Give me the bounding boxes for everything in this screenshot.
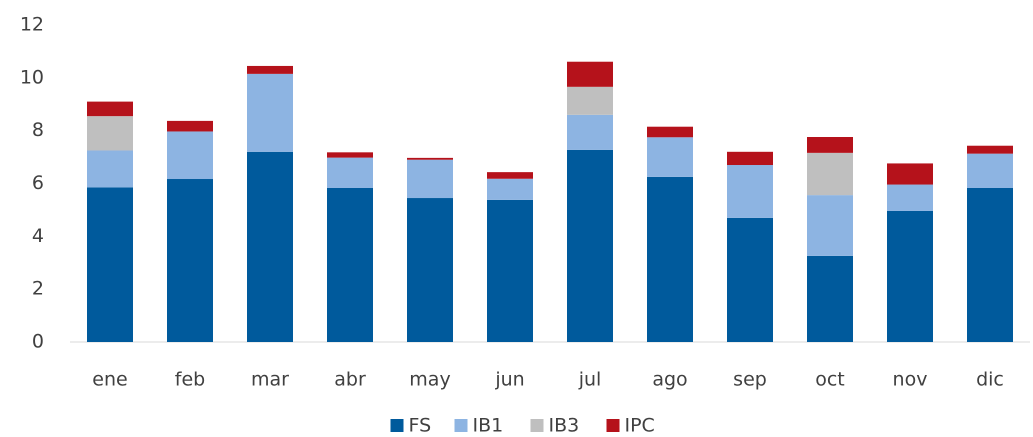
bar-segment xyxy=(967,187,1013,342)
bar-segment xyxy=(407,157,453,160)
legend-swatch xyxy=(606,419,620,432)
legend-swatch xyxy=(454,419,468,432)
y-tick-label: 12 xyxy=(20,14,44,36)
bar-segment xyxy=(87,101,133,117)
bar-segment xyxy=(247,73,293,152)
legend-label: IB1 xyxy=(473,415,504,437)
legend-swatch xyxy=(530,419,544,432)
y-tick-label: 6 xyxy=(32,172,44,194)
bar-segment xyxy=(87,187,133,342)
bar-segment xyxy=(327,152,373,158)
x-tick-label: ago xyxy=(652,369,687,391)
bar-segment xyxy=(567,149,613,342)
bar-segment xyxy=(87,116,133,151)
y-tick-label: 0 xyxy=(32,331,44,353)
bar-segment xyxy=(727,217,773,342)
legend-label: IPC xyxy=(625,415,655,437)
bar-segment xyxy=(647,137,693,177)
bar-segment xyxy=(567,114,613,150)
y-tick-label: 8 xyxy=(32,119,44,141)
bar-segment xyxy=(167,179,213,342)
x-tick-label: dic xyxy=(976,369,1004,391)
x-tick-label: jul xyxy=(578,369,602,391)
bar-segment xyxy=(167,120,213,132)
bar-segment xyxy=(727,151,773,166)
bar-segment xyxy=(727,165,773,218)
y-tick-label: 4 xyxy=(32,225,44,247)
bar-segment xyxy=(247,65,293,74)
x-tick-label: oct xyxy=(815,369,845,391)
bar-segment xyxy=(247,151,293,342)
bar-segment xyxy=(887,184,933,211)
y-tick-label: 10 xyxy=(20,66,44,88)
bar-segment xyxy=(807,152,853,196)
bar-segment xyxy=(487,178,533,200)
bar-segment xyxy=(327,187,373,342)
x-tick-label: jun xyxy=(494,369,524,391)
bar-segment xyxy=(87,150,133,188)
y-tick-label: 2 xyxy=(32,278,44,300)
bar-segment xyxy=(647,176,693,342)
bar-segment xyxy=(807,195,853,256)
bar-segment xyxy=(567,61,613,87)
bar-segment xyxy=(487,172,533,179)
bar-segment xyxy=(327,157,373,188)
legend-swatch xyxy=(390,419,404,432)
bar-segment xyxy=(407,159,453,199)
bar-segment xyxy=(967,153,1013,188)
x-tick-label: mar xyxy=(251,369,289,391)
x-tick-label: sep xyxy=(733,369,767,391)
bar-segment xyxy=(887,210,933,342)
bar-segment xyxy=(647,126,693,138)
bar-segment xyxy=(407,198,453,342)
x-tick-label: ene xyxy=(92,369,127,391)
bar-segment xyxy=(167,131,213,180)
bar-segment xyxy=(967,145,1013,154)
legend-label: IB3 xyxy=(549,415,580,437)
legend-label: FS xyxy=(409,415,432,437)
x-tick-label: nov xyxy=(893,369,928,391)
bar-segment xyxy=(807,137,853,153)
bar-segment xyxy=(567,86,613,115)
bar-segment xyxy=(807,255,853,342)
bar-segment xyxy=(487,199,533,342)
x-tick-label: may xyxy=(409,369,450,391)
x-tick-label: abr xyxy=(334,369,366,391)
x-tick-label: feb xyxy=(175,369,205,391)
bar-segment xyxy=(887,163,933,185)
